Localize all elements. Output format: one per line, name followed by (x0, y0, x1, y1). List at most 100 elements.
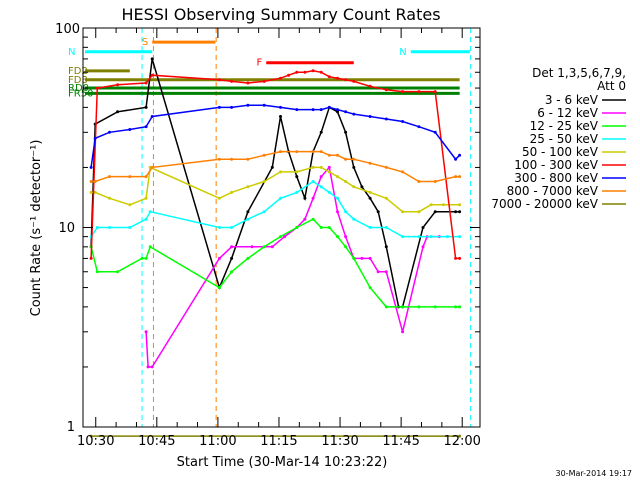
series-point (458, 256, 462, 260)
series-point (303, 70, 307, 74)
flag-label-fr50: FR50 (68, 88, 93, 99)
series-point (95, 270, 99, 274)
series-point (344, 245, 348, 249)
series-point (144, 330, 148, 334)
series-point (279, 105, 282, 109)
series-point (327, 226, 331, 229)
series-point (376, 210, 380, 214)
series-point (303, 196, 307, 200)
series-point (327, 190, 331, 194)
series-point (384, 305, 388, 309)
series-point (441, 203, 445, 207)
series-point (262, 245, 266, 249)
series-point (368, 226, 372, 229)
series-point (303, 217, 307, 221)
series-point (327, 165, 331, 169)
series-point (295, 226, 299, 229)
series-point (246, 217, 250, 221)
series-point (417, 125, 421, 129)
series-point (246, 103, 250, 107)
series-line-4 (91, 166, 460, 213)
legend-label: 6 - 12 keV (537, 106, 599, 120)
series-point (93, 190, 97, 194)
series-point (368, 115, 372, 118)
series-point (384, 270, 388, 274)
series-point (128, 226, 132, 229)
series-point (352, 79, 356, 83)
series-point (368, 84, 372, 88)
series-point (352, 112, 356, 116)
series-point (148, 210, 152, 214)
series-point (144, 81, 148, 85)
legend-header-line-2: Att 0 (597, 79, 626, 93)
series-point (128, 128, 132, 131)
series-point (150, 165, 154, 169)
series-point (262, 210, 266, 214)
series-point (108, 130, 111, 134)
series-point (384, 88, 388, 92)
series-point (287, 73, 291, 77)
series-point (433, 130, 437, 134)
series-point (150, 73, 154, 77)
series-point (295, 70, 299, 74)
series-point (336, 196, 339, 200)
series-point (217, 256, 221, 260)
series-point (384, 226, 388, 229)
flag-label-n: N (68, 47, 75, 58)
series-point (417, 210, 421, 214)
series-point (417, 305, 421, 309)
y-axis-ticks (83, 36, 480, 428)
series-point (262, 153, 266, 157)
series-point (311, 69, 315, 73)
series-line-0 (90, 58, 460, 308)
series-point (458, 203, 462, 207)
series-point (295, 170, 299, 174)
x-tick-label: 11:00 (199, 434, 236, 449)
series-point (279, 150, 282, 154)
series-point (246, 256, 250, 260)
series-point (250, 245, 254, 249)
series-point (230, 256, 234, 260)
series-point (262, 79, 266, 83)
series-point (230, 245, 234, 249)
series-point (384, 245, 388, 249)
series-point (454, 157, 458, 161)
series-point (144, 175, 148, 179)
series-point (352, 157, 356, 161)
legend-label: 50 - 100 keV (522, 145, 599, 159)
series-point (401, 210, 405, 214)
y-tick-label-1: 1 (67, 420, 75, 435)
series-point (368, 196, 372, 200)
series-point (295, 190, 299, 194)
series-point (246, 81, 250, 85)
series-point (246, 185, 250, 189)
series-point (319, 108, 323, 112)
y-tick-label-100: 100 (55, 22, 80, 37)
series-point (144, 196, 148, 200)
x-tick-label: 11:30 (321, 434, 358, 449)
series-point (319, 226, 323, 229)
series-point (421, 226, 425, 229)
series-point (217, 286, 221, 290)
legend-label: 3 - 6 keV (545, 93, 599, 107)
series-line-2 (90, 218, 460, 308)
series-point (454, 305, 458, 309)
series-point (352, 217, 356, 221)
series-point (295, 150, 299, 154)
series-point (217, 226, 221, 229)
x-axis-label: Start Time (30-Mar-14 10:23:22) (177, 455, 388, 470)
series-point (262, 180, 266, 183)
series-point (319, 150, 323, 154)
series-point (144, 125, 148, 129)
flag-label-fd2: FD2 (68, 66, 88, 77)
series-point (336, 76, 339, 80)
series-point (89, 434, 93, 438)
series-point (319, 175, 323, 179)
series-point (319, 165, 323, 169)
series-point (458, 434, 462, 438)
series-point (445, 235, 449, 239)
series-point (95, 86, 99, 90)
series-point (327, 170, 331, 174)
series-point (279, 115, 282, 118)
